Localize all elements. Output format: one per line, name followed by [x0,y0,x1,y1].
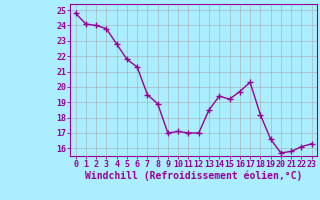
X-axis label: Windchill (Refroidissement éolien,°C): Windchill (Refroidissement éolien,°C) [85,171,302,181]
